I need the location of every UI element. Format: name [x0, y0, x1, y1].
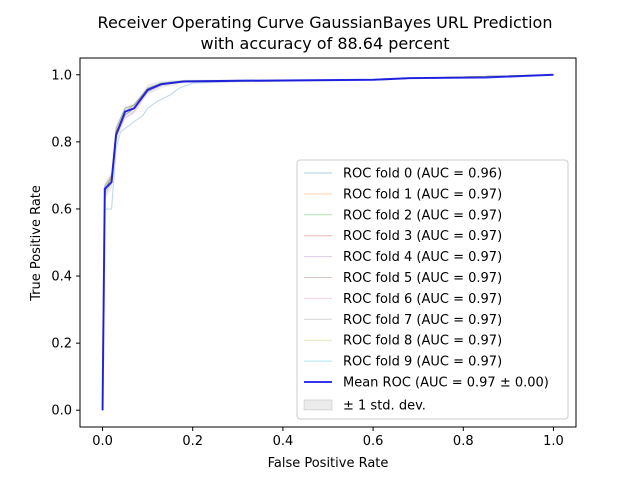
- y-tick-label: 0.2: [51, 337, 72, 352]
- legend-label-fold-5: ROC fold 5 (AUC = 0.97): [343, 271, 502, 286]
- y-tick-label: 0.8: [51, 135, 72, 150]
- mean-roc-line: [101, 73, 554, 411]
- x-tick-label: 0.8: [453, 434, 474, 449]
- legend-label-fold-1: ROC fold 1 (AUC = 0.97): [343, 187, 502, 202]
- legend-label-fold-8: ROC fold 8 (AUC = 0.97): [343, 334, 502, 349]
- x-tick-label: 0.2: [182, 434, 203, 449]
- legend-label-std: ± 1 std. dev.: [343, 398, 426, 413]
- legend-label-fold-9: ROC fold 9 (AUC = 0.97): [343, 355, 502, 370]
- axis-ticks: 0.0 0.2 0.4 0.6 0.8 1.0 0.0 0.2 0.4 0.6 0.8 1.0: [51, 68, 563, 449]
- legend-label-fold-4: ROC fold 4 (AUC = 0.97): [343, 250, 502, 265]
- x-tick-label: 0.0: [92, 434, 113, 449]
- y-tick-label: 0.4: [51, 270, 72, 285]
- legend-label-fold-0: ROC fold 0 (AUC = 0.96): [343, 167, 502, 182]
- y-tick-label: 0.0: [51, 404, 72, 419]
- x-tick-label: 0.6: [363, 434, 384, 449]
- x-tick-label: 0.4: [273, 434, 294, 449]
- legend-label-fold-7: ROC fold 7 (AUC = 0.97): [343, 313, 502, 328]
- y-axis-label: True Positive Rate: [29, 185, 44, 302]
- y-tick-label: 1.0: [51, 68, 72, 83]
- legend-label-mean: Mean ROC (AUC = 0.97 ± 0.00): [343, 376, 549, 391]
- legend: ROC fold 0 (AUC = 0.96) ROC fold 1 (AUC =…: [296, 159, 569, 420]
- legend-label-fold-2: ROC fold 2 (AUC = 0.97): [343, 208, 502, 223]
- plot-area: [101, 73, 554, 411]
- legend-label-fold-3: ROC fold 3 (AUC = 0.97): [343, 229, 502, 244]
- legend-box: [296, 159, 569, 420]
- x-tick-label: 1.0: [543, 434, 564, 449]
- legend-swatch-std: [303, 399, 333, 411]
- x-axis-label: False Positive Rate: [268, 456, 389, 471]
- legend-label-fold-6: ROC fold 6 (AUC = 0.97): [343, 292, 502, 307]
- y-tick-label: 0.6: [51, 202, 72, 217]
- plot-frame: [79, 57, 577, 428]
- chart-title-line-2: with accuracy of 88.64 percent: [201, 34, 450, 53]
- chart-title-line-1: Receiver Operating Curve GaussianBayes U…: [98, 13, 553, 32]
